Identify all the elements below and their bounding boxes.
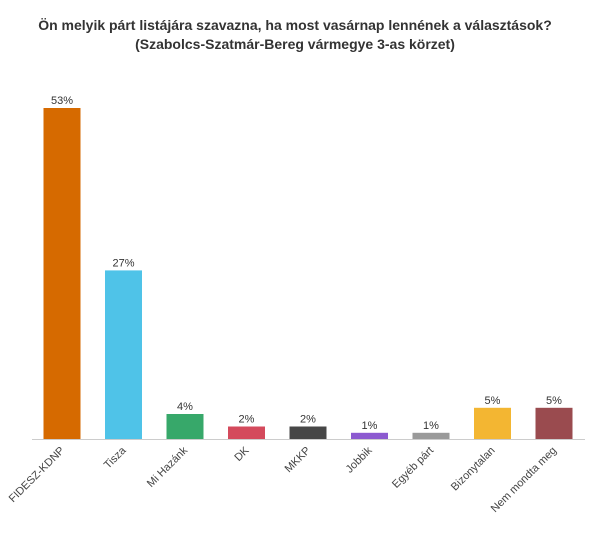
tick-label-nem-mondta-meg: Nem mondta meg — [489, 445, 559, 515]
bar-egyeb-part — [412, 432, 450, 439]
bar-bizonytalan — [474, 407, 511, 439]
data-label-nem-mondta-meg: 5% — [546, 395, 562, 407]
bar-mi-hazank — [166, 414, 204, 439]
data-label-fidesz-kdnp: 53% — [51, 95, 73, 107]
tick-label-tisza: Tisza — [102, 444, 129, 471]
tick-label-mkkp: MKKP — [283, 445, 314, 476]
bar-mkkp — [289, 426, 327, 439]
tick-labels-layer: FIDESZ-KDNP Tisza Mi Hazánk DK MKKP Jobbik Egy… — [7, 444, 559, 515]
data-label-jobbik: 1% — [362, 420, 378, 432]
chart-title-line-1: Ön melyik párt listájára szavazna, ha mo… — [38, 17, 552, 33]
bar-fidesz-kdnp — [43, 108, 81, 439]
data-label-bizonytalan: 5% — [485, 395, 501, 407]
data-label-egyeb-part: 1% — [423, 420, 439, 432]
data-label-tisza: 27% — [112, 257, 134, 269]
chart-title: Ön melyik párt listájára szavazna, ha mo… — [0, 16, 590, 54]
labels-layer: 53% 27% 4% 2% 2% 1% 1% 5% 5% — [51, 95, 562, 432]
tick-label-jobbik: Jobbik — [344, 444, 375, 475]
tick-label-egyeb-part: Egyéb párt — [390, 445, 436, 491]
tick-label-fidesz-kdnp: FIDESZ-KDNP — [7, 445, 67, 505]
tick-label-dk: DK — [232, 444, 252, 464]
bar-dk — [228, 426, 265, 439]
chart-subtitle: (Szabolcs-Szatmár-Bereg vármegye 3-as kö… — [135, 36, 455, 52]
data-label-mkkp: 2% — [300, 414, 316, 426]
tick-label-bizonytalan: Bizonytalan — [449, 445, 498, 494]
bar-tisza — [105, 270, 142, 439]
bar-nem-mondta-meg — [535, 407, 573, 439]
bars-layer — [43, 108, 573, 439]
data-label-dk: 2% — [239, 414, 255, 426]
tick-label-mi-hazank: Mi Hazánk — [145, 444, 191, 490]
data-label-mi-hazank: 4% — [177, 401, 193, 413]
bar-jobbik — [351, 432, 388, 439]
